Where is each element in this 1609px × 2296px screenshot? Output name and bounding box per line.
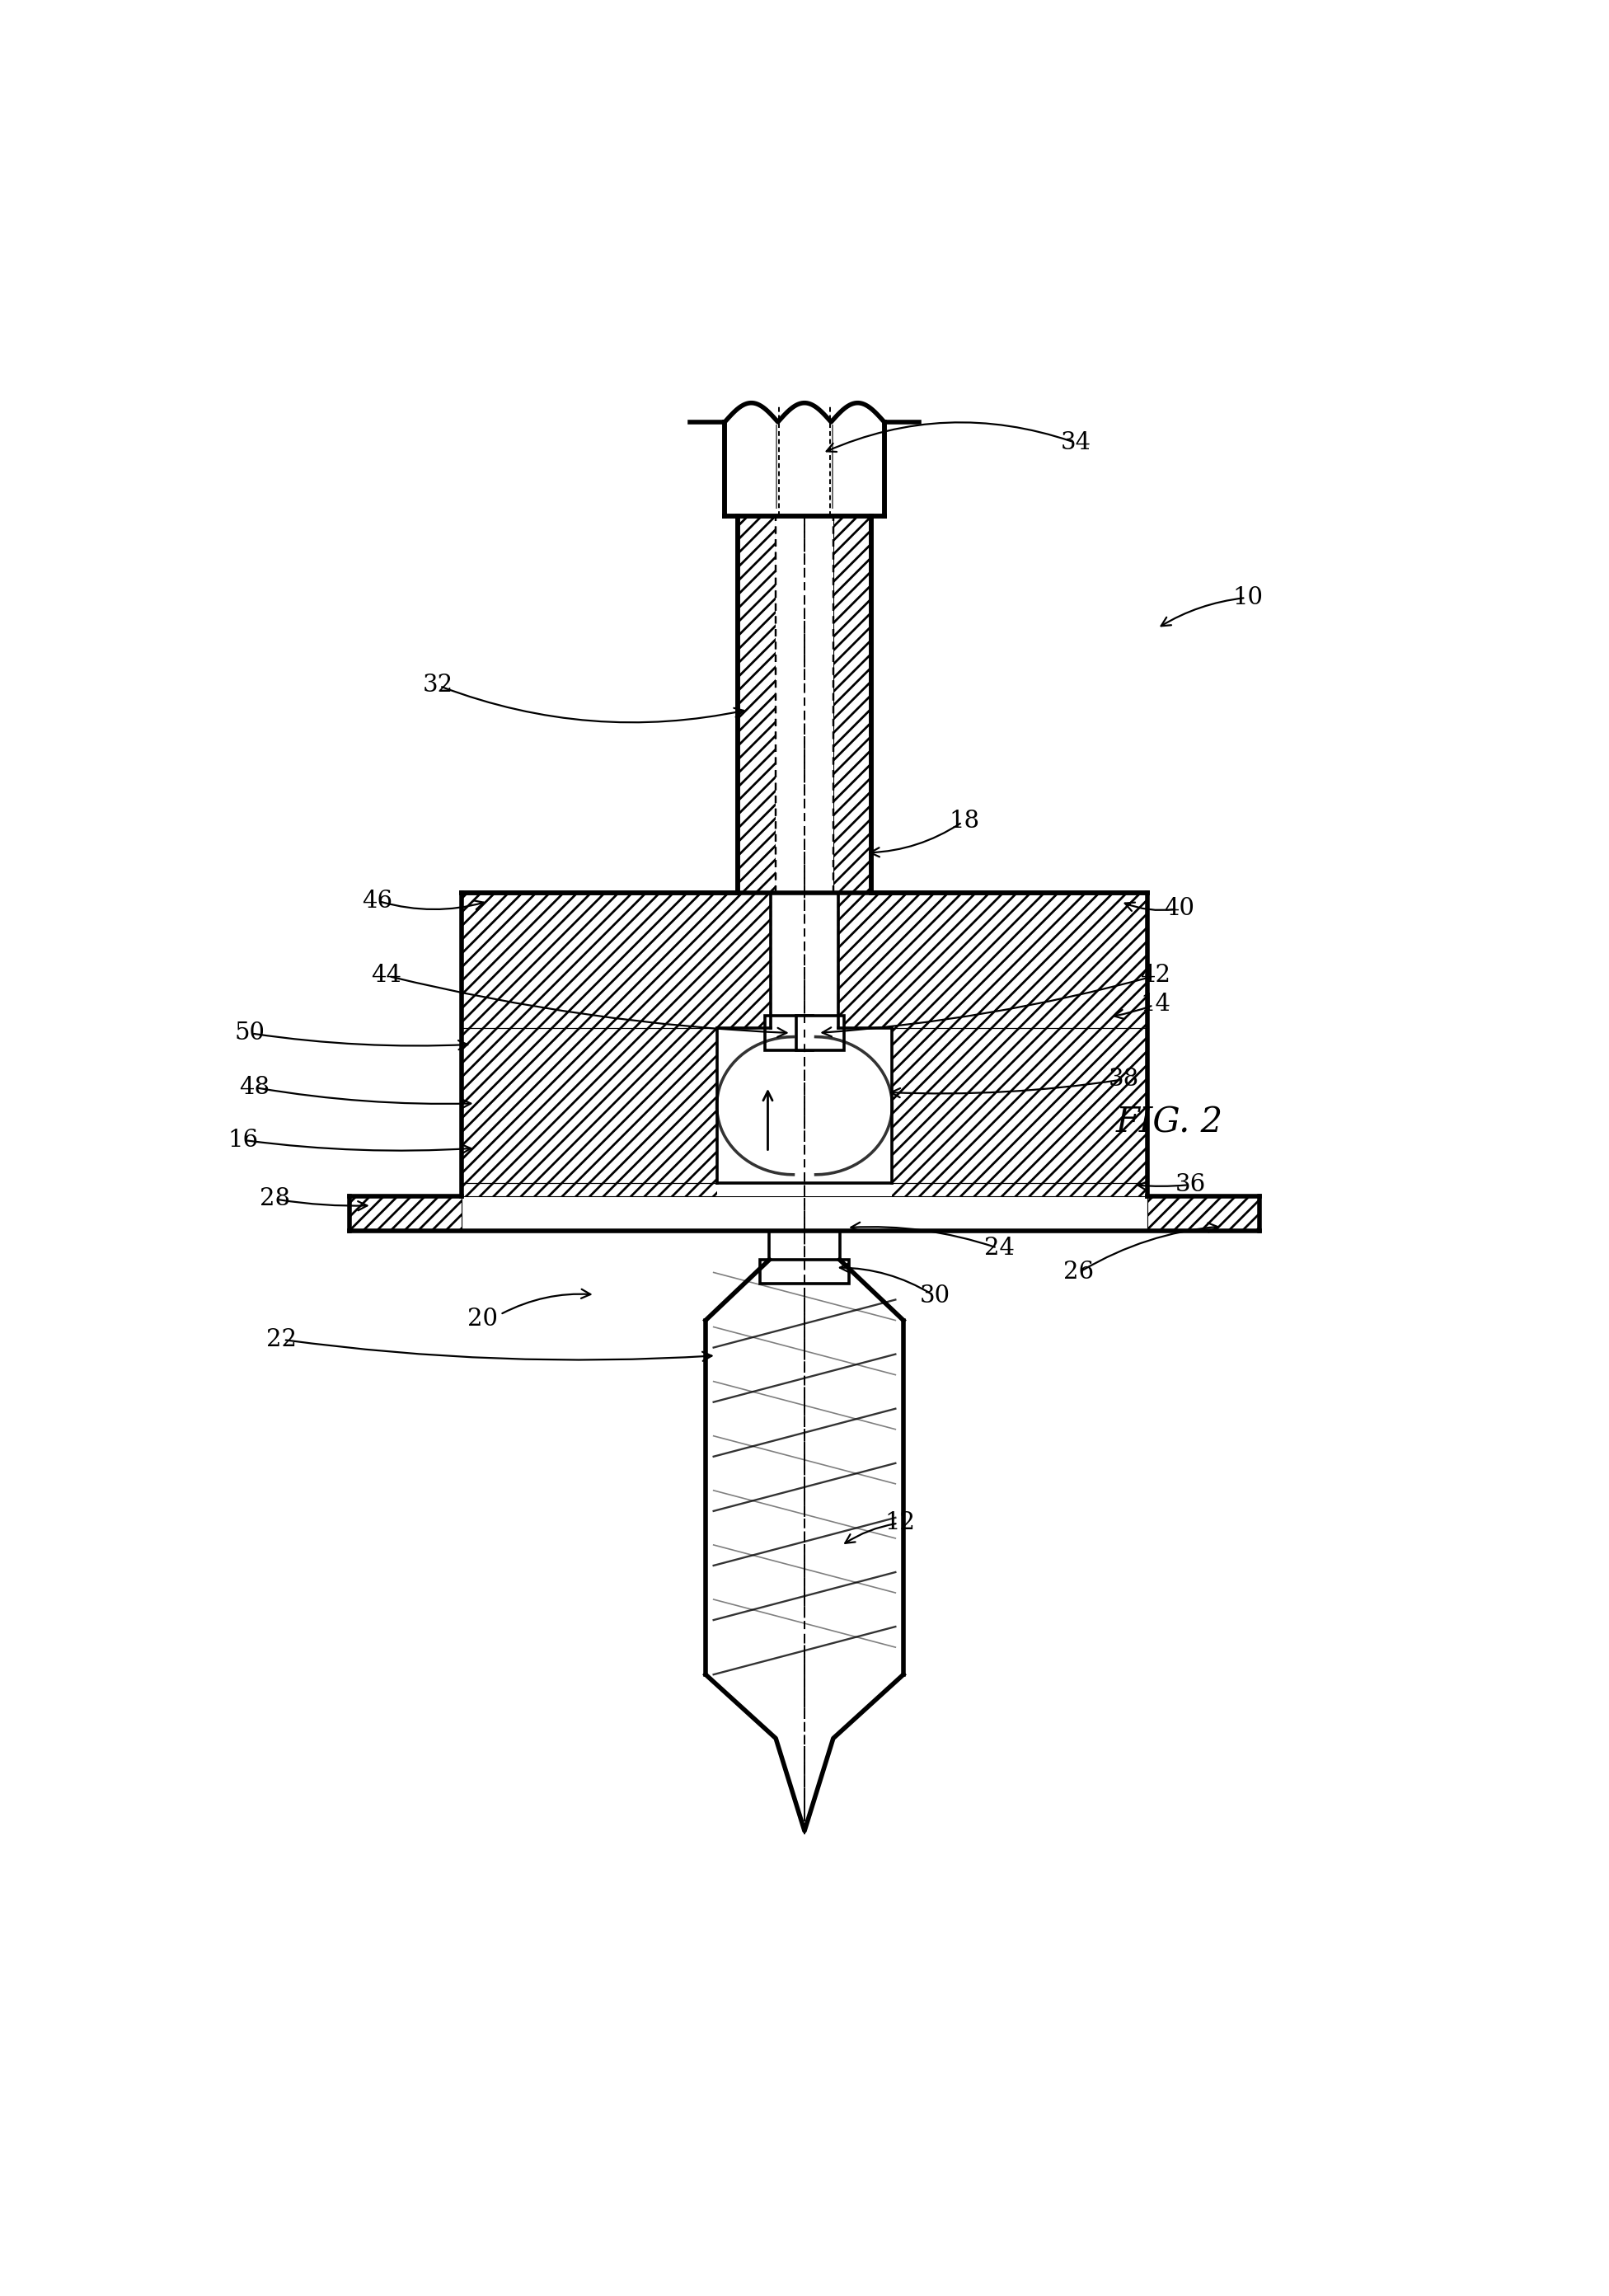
Text: 16: 16	[227, 1127, 259, 1153]
Text: 20: 20	[467, 1306, 497, 1329]
Bar	[349, 1196, 462, 1231]
Bar	[759, 1261, 850, 1283]
Bar	[1147, 1196, 1260, 1231]
Bar	[771, 893, 838, 1029]
Bar	[764, 1015, 813, 1052]
Text: 40: 40	[1165, 898, 1194, 921]
Text: 24: 24	[983, 1238, 1014, 1261]
Bar	[833, 517, 872, 893]
Text: 34: 34	[1060, 432, 1091, 455]
Bar	[893, 1029, 1147, 1182]
Text: 46: 46	[362, 889, 393, 912]
Bar	[893, 1029, 1147, 1182]
Bar	[737, 517, 776, 893]
Text: 18: 18	[949, 810, 980, 833]
Bar	[716, 1182, 893, 1196]
Polygon shape	[690, 422, 919, 517]
Bar	[462, 1029, 716, 1182]
Text: 38: 38	[1109, 1068, 1139, 1091]
Text: 32: 32	[422, 673, 452, 698]
Text: 50: 50	[233, 1022, 264, 1045]
Bar	[462, 1029, 716, 1182]
Bar	[838, 893, 1147, 1029]
Bar	[838, 893, 1147, 1029]
Bar	[462, 893, 771, 1029]
Bar	[833, 517, 872, 893]
Bar	[776, 517, 833, 893]
Text: 14: 14	[1141, 992, 1171, 1015]
Text: 36: 36	[1175, 1173, 1205, 1196]
Text: FIG. 2: FIG. 2	[1115, 1104, 1223, 1139]
Bar	[462, 893, 771, 1029]
Text: 44: 44	[372, 964, 402, 987]
Text: 28: 28	[259, 1187, 290, 1210]
Text: 10: 10	[1232, 585, 1263, 608]
Polygon shape	[706, 1320, 903, 1830]
Bar	[716, 1029, 893, 1182]
Bar	[462, 1182, 1147, 1196]
Text: 12: 12	[885, 1511, 916, 1534]
Bar	[796, 1015, 845, 1052]
Bar	[1147, 1196, 1260, 1231]
Bar	[737, 517, 776, 893]
Bar	[349, 1196, 462, 1231]
Text: 26: 26	[1064, 1261, 1094, 1283]
Text: 42: 42	[1141, 964, 1171, 987]
Bar	[462, 1182, 1147, 1196]
Text: 48: 48	[238, 1077, 269, 1100]
Text: 22: 22	[265, 1327, 296, 1350]
Text: 30: 30	[920, 1286, 951, 1309]
